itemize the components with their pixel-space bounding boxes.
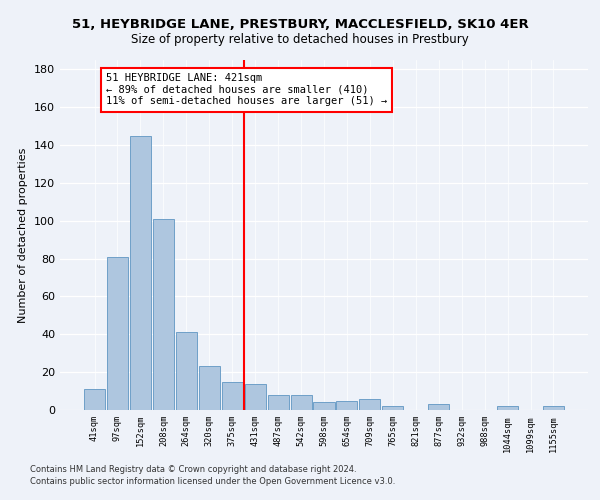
Bar (199, 366, 220, 410)
Bar (221, 382, 243, 410)
Bar (359, 398, 380, 410)
Bar (268, 395, 289, 410)
Bar (337, 400, 358, 410)
Bar (428, 404, 449, 410)
Bar (107, 257, 128, 410)
Text: 51 HEYBRIDGE LANE: 421sqm
← 89% of detached houses are smaller (410)
11% of semi: 51 HEYBRIDGE LANE: 421sqm ← 89% of detac… (106, 73, 387, 106)
Text: 51, HEYBRIDGE LANE, PRESTBURY, MACCLESFIELD, SK10 4ER: 51, HEYBRIDGE LANE, PRESTBURY, MACCLESFI… (71, 18, 529, 30)
Bar (84, 389, 105, 410)
Text: Contains HM Land Registry data © Crown copyright and database right 2024.: Contains HM Land Registry data © Crown c… (30, 466, 356, 474)
Bar (245, 384, 266, 410)
Bar (130, 136, 151, 410)
Bar (382, 406, 403, 410)
Text: Contains public sector information licensed under the Open Government Licence v3: Contains public sector information licen… (30, 477, 395, 486)
Text: Size of property relative to detached houses in Prestbury: Size of property relative to detached ho… (131, 32, 469, 46)
Bar (497, 406, 518, 410)
Bar (290, 395, 311, 410)
Bar (313, 402, 335, 410)
Bar (153, 219, 174, 410)
Bar (543, 406, 564, 410)
Bar (176, 332, 197, 410)
Y-axis label: Number of detached properties: Number of detached properties (19, 148, 28, 322)
